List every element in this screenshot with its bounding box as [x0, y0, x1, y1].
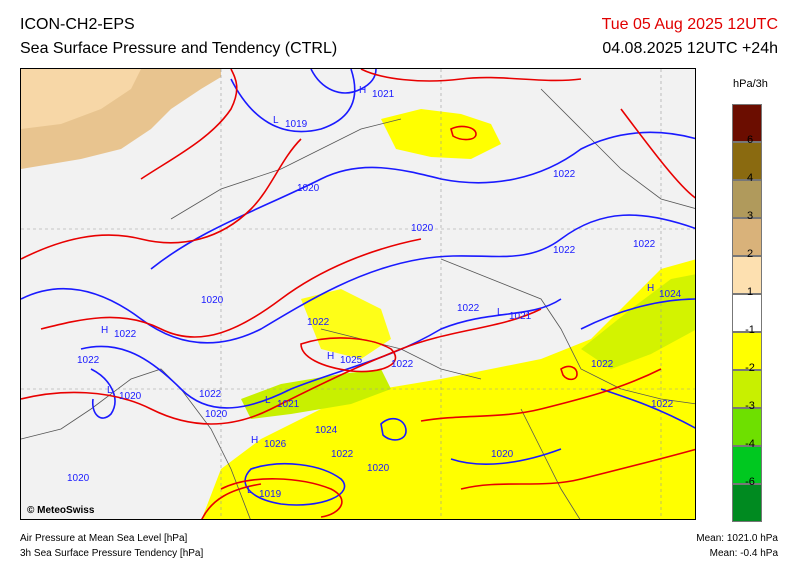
legend-swatch	[732, 180, 762, 218]
isobars-low	[21, 69, 695, 506]
pressure-center-value: 1021	[277, 399, 300, 410]
legend-label: 6	[746, 134, 754, 146]
isobar-label: 1022	[199, 389, 222, 400]
legend-label: 4	[746, 172, 754, 184]
isobar-label: 1022	[77, 355, 100, 366]
isobar-label: 1022	[391, 359, 414, 370]
legend-label: -4	[745, 438, 755, 450]
footer-line-tendency: 3h Sea Surface Pressure Tendency [hPa]	[20, 548, 204, 559]
tendency-area-negative-center	[301, 289, 391, 359]
isobar-label: 1020	[201, 295, 224, 306]
legend-swatch	[732, 142, 762, 180]
pressure-center-letter: L	[107, 385, 113, 396]
legend-swatch	[732, 370, 762, 408]
pressure-center-letter: L	[497, 307, 503, 318]
legend-label: -1	[745, 324, 755, 336]
pressure-center-letter: H	[327, 351, 334, 362]
legend-label: 3	[746, 210, 754, 222]
pressure-centers: H 1021 L 1019 H 1022 L 1020 H 1025 L 102…	[101, 85, 682, 500]
legend-swatch	[732, 256, 762, 294]
pressure-center-letter: L	[265, 395, 271, 406]
legend-swatch	[732, 446, 762, 484]
pressure-center-letter: H	[359, 85, 366, 96]
pressure-center-letter: L	[273, 115, 279, 126]
valid-time: Tue 05 Aug 2025 12UTC	[601, 16, 778, 33]
legend-swatch	[732, 218, 762, 256]
pressure-center-value: 1019	[259, 489, 282, 500]
coastlines	[21, 88, 695, 519]
isobar-label: 1022	[457, 303, 480, 314]
isobar-label: 1022	[591, 359, 614, 370]
pressure-center-value: 1022	[114, 329, 137, 340]
run-time: 04.08.2025 12UTC +24h	[602, 40, 778, 57]
pressure-center-value: 1026	[264, 439, 287, 450]
pressure-center-value: 1024	[659, 289, 682, 300]
pressure-center-letter: H	[101, 325, 108, 336]
isobar-label: 1020	[411, 223, 434, 234]
pressure-center-letter: H	[647, 283, 654, 294]
isobar-label: 1022	[553, 245, 576, 256]
isobars-high	[21, 69, 695, 519]
credit-text: © MeteoSwiss	[27, 505, 95, 516]
tendency-area-negative-east	[581, 274, 695, 369]
isobar-labels: 1020 1020 1020 1022 1022 1022 1022 1022 …	[67, 169, 674, 484]
isobar-label: 1020	[205, 409, 228, 420]
footer-mean-pressure: Mean: 1021.0 hPa	[696, 533, 778, 544]
isobar-label: 1020	[67, 473, 90, 484]
legend-label: -6	[745, 476, 755, 488]
isobar-label: 1022	[307, 317, 330, 328]
isobar-label: 1022	[633, 239, 656, 250]
footer-line-pressure: Air Pressure at Mean Sea Level [hPa]	[20, 533, 188, 544]
graticule	[21, 69, 695, 519]
footer-mean-tendency: Mean: -0.4 hPa	[709, 548, 778, 559]
legend-swatch	[732, 484, 762, 522]
pressure-map[interactable]: H 1021 L 1019 H 1022 L 1020 H 1025 L 102…	[20, 68, 696, 520]
legend-swatch	[732, 408, 762, 446]
pressure-center-value: 1020	[119, 391, 142, 402]
tendency-area-negative-alps	[381, 109, 501, 159]
legend-label: 2	[746, 248, 754, 260]
map-canvas: H 1021 L 1019 H 1022 L 1020 H 1025 L 102…	[21, 69, 695, 519]
tendency-area-negative-green	[241, 369, 391, 419]
legend-swatch	[732, 104, 762, 142]
pressure-center-letter: H	[251, 435, 258, 446]
isobar-label: 1022	[553, 169, 576, 180]
tendency-area-positive-light	[21, 69, 141, 129]
meteoswiss-credit: © MeteoSwiss	[27, 505, 94, 516]
isobar-label: 1020	[491, 449, 514, 460]
pressure-center-value: 1021	[509, 311, 532, 322]
legend-swatch	[732, 332, 762, 370]
legend-label: -3	[745, 400, 755, 412]
legend-label: -2	[745, 362, 755, 374]
isobar-label: 1020	[367, 463, 390, 474]
isobar-label: 1020	[297, 183, 320, 194]
isobar-label: 1022	[651, 399, 674, 410]
pressure-center-value: 1021	[372, 89, 395, 100]
isobar-label: 1024	[315, 425, 338, 436]
pressure-center-value: 1019	[285, 119, 308, 130]
legend-label: 1	[746, 286, 754, 298]
pressure-center-value: 1025	[340, 355, 363, 366]
isobar-label: 1022	[331, 449, 354, 460]
legend-unit: hPa/3h	[733, 78, 768, 90]
model-title: ICON-CH2-EPS	[20, 16, 135, 33]
map-subtitle: Sea Surface Pressure and Tendency (CTRL)	[20, 40, 338, 57]
legend-swatch	[732, 294, 762, 332]
pressure-center-letter: L	[247, 485, 253, 496]
